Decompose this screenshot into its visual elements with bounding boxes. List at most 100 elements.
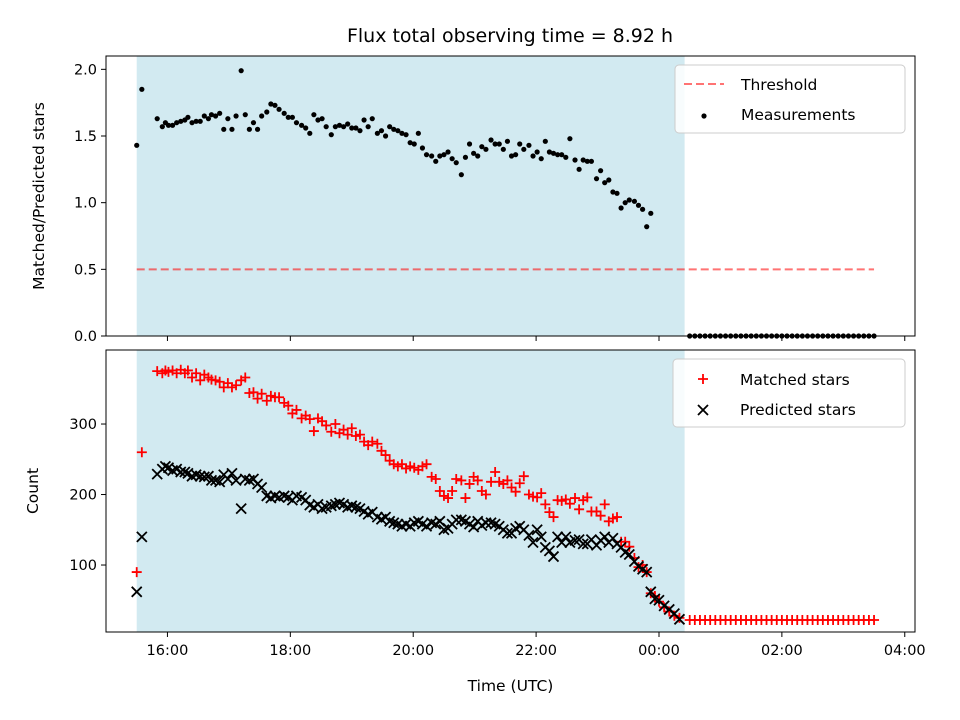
y-tick-label: 300 <box>69 417 97 433</box>
matched-star-point <box>447 486 458 496</box>
measurement-point <box>159 124 165 130</box>
matched-star-point <box>564 498 575 509</box>
x-tick-label: 04:00 <box>884 643 926 659</box>
matched-stars-points <box>131 364 880 626</box>
matched-star-point <box>502 475 513 486</box>
measurement-point <box>588 158 595 164</box>
predicted-star-point <box>560 531 572 543</box>
x-tick-label: 16:00 <box>147 643 189 659</box>
measurement-point <box>268 101 274 107</box>
measurement-point <box>411 141 417 147</box>
measurement-point <box>521 146 527 152</box>
measurement-point <box>433 158 439 164</box>
predicted-star-point <box>658 600 670 612</box>
measurement-point <box>201 113 207 119</box>
measurement-point <box>513 152 519 158</box>
measurement-point <box>323 124 329 130</box>
y-tick-label: 100 <box>69 558 97 574</box>
predicted-star-point <box>136 531 148 543</box>
legend-threshold-label: Threshold <box>740 76 817 94</box>
measurement-point <box>332 124 338 130</box>
matched-star-point <box>510 486 521 497</box>
measurement-point <box>500 146 506 152</box>
measurement-point <box>622 200 628 206</box>
predicted-star-point <box>547 550 560 563</box>
measurement-point <box>419 145 426 151</box>
x-tick-label: 02:00 <box>761 643 803 659</box>
measurement-point <box>610 189 616 195</box>
measurement-point <box>453 160 459 166</box>
measurement-point <box>423 152 430 158</box>
matched-star-point <box>240 372 251 383</box>
measurement-point <box>165 122 172 128</box>
matched-star-point <box>330 419 341 430</box>
predicted-star-point <box>556 536 568 549</box>
matched-star-point <box>599 499 610 510</box>
predicted-star-point <box>501 527 514 539</box>
matched-star-point <box>326 426 337 437</box>
measurement-point <box>492 141 498 147</box>
measurement-point <box>197 118 203 124</box>
predicted-star-point <box>641 566 653 578</box>
matched-star-point <box>430 474 441 485</box>
measurement-point <box>303 125 309 131</box>
measurement-point <box>298 122 305 128</box>
measurement-point <box>174 120 180 126</box>
matched-star-point <box>460 493 471 504</box>
x-tick-label: 18:00 <box>269 643 311 659</box>
measurement-point <box>254 126 261 132</box>
matched-star-point <box>274 392 285 403</box>
top-y-ticks: 0.0 0.5 1.0 1.5 2.0 <box>74 62 106 345</box>
measurement-point <box>272 102 278 108</box>
y-tick-label: 1.0 <box>74 196 97 212</box>
top-panel: 0.00.51.01.52.0 Matched/Predicted stars … <box>30 55 916 345</box>
measurement-point <box>365 124 371 130</box>
measurement-point <box>189 120 195 126</box>
top-legend: Threshold Measurements <box>674 64 906 134</box>
measurement-point <box>225 116 231 122</box>
measurement-point <box>415 130 421 136</box>
x-axis-label: Time (UTC) <box>467 677 554 695</box>
measurement-points <box>134 68 877 339</box>
predicted-star-point <box>607 532 619 544</box>
matched-star-point <box>291 404 302 415</box>
measurement-point <box>205 116 212 122</box>
y-tick-label: 0.5 <box>74 262 97 278</box>
measurement-point <box>208 112 215 118</box>
measurement-point <box>606 177 612 183</box>
measurement-point <box>361 117 367 123</box>
measurement-point <box>353 125 359 131</box>
x-tick-label: 22:00 <box>515 643 557 659</box>
matched-star-point <box>570 493 581 504</box>
predicted-star-point <box>535 531 547 543</box>
predicted-star-point <box>235 502 247 515</box>
measurement-point <box>178 118 184 124</box>
measurement-point <box>626 197 632 203</box>
measurement-point <box>139 86 145 92</box>
measurement-point <box>345 121 351 127</box>
measurement-point <box>212 113 219 119</box>
measurement-point <box>387 124 393 130</box>
measurement-point <box>285 114 291 120</box>
measurement-point <box>242 112 248 118</box>
measurement-point <box>246 126 252 132</box>
legend-measurements-label: Measurements <box>741 106 856 124</box>
matched-star-point <box>195 375 206 386</box>
matched-star-point <box>214 376 225 387</box>
measurement-point <box>445 149 451 155</box>
predicted-star-point <box>226 467 238 480</box>
bottom-legend: Matched stars Predicted stars <box>672 358 906 428</box>
predicted-star-point <box>179 466 191 478</box>
measurement-point <box>293 120 300 126</box>
measurement-point <box>488 137 494 143</box>
matched-star-point <box>536 488 547 499</box>
matched-star-point <box>574 504 585 515</box>
matched-star-point <box>612 512 623 523</box>
measurement-point <box>602 180 608 186</box>
measurement-point <box>593 176 600 182</box>
predicted-star-point <box>569 534 581 546</box>
y-tick-label: 0.0 <box>74 329 97 345</box>
measurement-point <box>193 118 199 124</box>
measurement-point <box>340 124 347 130</box>
